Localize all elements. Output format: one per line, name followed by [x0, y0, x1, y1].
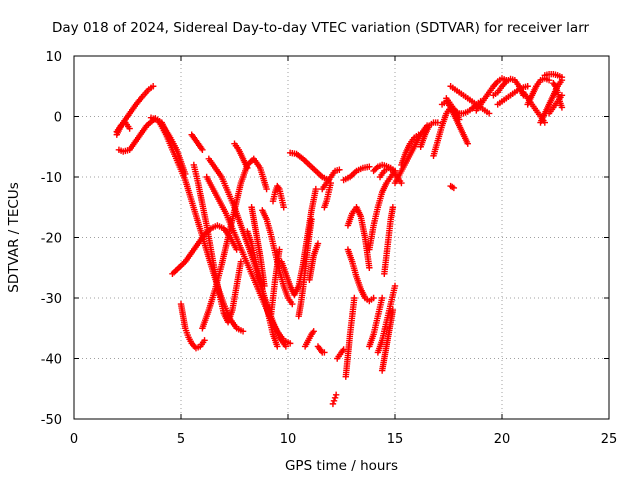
y-tick-label: -10 [41, 171, 62, 186]
data-point [239, 328, 247, 335]
x-tick-label: 25 [601, 432, 618, 447]
y-axis-label: SDTVAR / TECUs [6, 182, 22, 292]
data-point [332, 391, 340, 398]
data-point [126, 125, 133, 132]
grid-lines [74, 56, 609, 419]
data-point [391, 282, 399, 290]
data-point [336, 166, 343, 173]
data-point [321, 349, 328, 356]
data-point [558, 73, 566, 81]
y-tick-label: -20 [41, 232, 62, 247]
x-tick-label: 5 [177, 432, 185, 447]
data-point [370, 294, 377, 302]
y-tick-label: 10 [45, 50, 62, 65]
data-point [524, 83, 531, 90]
y-tick-label: -40 [41, 353, 62, 368]
data-point [373, 164, 380, 172]
x-tick-label: 15 [387, 432, 404, 447]
data-point [199, 146, 206, 153]
y-tick-label: 0 [54, 111, 62, 126]
data-point [378, 294, 386, 302]
data-point [280, 204, 287, 211]
data-point [312, 185, 320, 193]
data-point [450, 184, 458, 192]
data-point [331, 394, 339, 402]
data-point [545, 77, 553, 84]
x-tick-label: 10 [280, 432, 297, 447]
data-point [289, 300, 296, 308]
data-point [261, 282, 268, 290]
data-point [327, 179, 334, 187]
data-point [286, 340, 294, 347]
chart-title: Day 018 of 2024, Sidereal Day-to-day VTE… [52, 20, 590, 36]
x-axis-label: GPS time / hours [285, 458, 398, 474]
data-point [389, 306, 397, 314]
data-point [310, 328, 317, 335]
data-point [263, 185, 270, 193]
data-point [366, 264, 373, 271]
data-point [274, 343, 281, 350]
data-point [237, 258, 245, 265]
data-point [329, 400, 337, 408]
data-point [149, 83, 157, 90]
data-point [330, 397, 338, 405]
data-point [308, 216, 315, 223]
x-tick-label: 20 [494, 432, 511, 447]
data-point [244, 164, 251, 172]
data-points [113, 70, 566, 408]
x-tick-label: 0 [70, 432, 78, 447]
y-tick-label: -50 [41, 413, 62, 428]
axis-ticks: 0 5 10 15 20 25 10 0 -10 -20 -30 -40 -50 [41, 50, 618, 447]
data-point [558, 92, 566, 99]
y-tick-label: -30 [41, 292, 62, 307]
data-point [415, 131, 422, 138]
data-point [276, 246, 283, 253]
data-point [201, 337, 208, 344]
data-point [351, 294, 358, 302]
data-point [366, 163, 373, 170]
data-point [485, 110, 493, 117]
data-point [398, 179, 405, 187]
data-point [464, 140, 471, 147]
data-point [314, 240, 322, 247]
data-point [389, 204, 397, 211]
data-point [434, 119, 441, 126]
data-point [558, 104, 566, 111]
